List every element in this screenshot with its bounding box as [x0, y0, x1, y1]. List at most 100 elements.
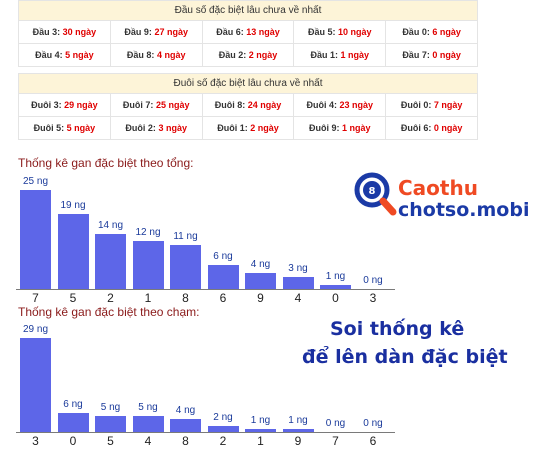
duoi-cell: Đuôi 4: 23 ngày	[293, 93, 387, 117]
duoi-cell: Đuôi 9: 1 ngày	[293, 116, 387, 140]
cell-value: 24 ngày	[247, 100, 282, 110]
duoi-cell: Đuôi 7: 25 ngày	[109, 93, 203, 117]
x-tick-label: 1	[257, 434, 264, 448]
dau-cell: Đầu 3: 30 ngày	[18, 20, 111, 44]
bar-data-label: 11 ng	[173, 231, 198, 242]
chart-bar	[282, 429, 314, 432]
duoi-table: Đuôi số đặc biệt lâu chưa về nhất Đuôi 3…	[18, 73, 478, 140]
table-row: Đầu 4: 5 ngày Đầu 8: 4 ngày Đầu 2: 2 ngà…	[18, 43, 478, 67]
cell-value: 13 ngày	[246, 27, 280, 37]
x-tick-label: 0	[69, 434, 77, 448]
duoi-table-header: Đuôi số đặc biệt lâu chưa về nhất	[18, 73, 478, 94]
cell-label: Đầu 1:	[310, 50, 339, 60]
slogan-line-2: để lên dàn đặc biệt	[302, 346, 508, 368]
chart-bar	[57, 413, 89, 432]
bar-data-label: 0 ng	[363, 275, 383, 286]
x-tick-label: 7	[32, 291, 39, 305]
cell-label: Đuôi 5:	[33, 123, 65, 133]
cell-label: Đầu 8:	[126, 50, 155, 60]
table-row: Đầu 3: 30 ngày Đầu 9: 27 ngày Đầu 6: 13 …	[18, 20, 478, 44]
cell-value: 0 ngày	[433, 123, 463, 133]
chart-bar	[132, 241, 164, 289]
logo-badge: 8	[369, 186, 376, 197]
cell-label: Đuôi 7:	[122, 100, 154, 110]
chart-bar	[207, 265, 239, 289]
bar-data-label: 14 ng	[97, 220, 124, 231]
bar-data-label: 4 ng	[175, 405, 196, 416]
bar-data-label: 4 ng	[250, 259, 271, 270]
dau-cell: Đầu 9: 27 ngày	[109, 20, 203, 44]
bar-data-label: 6 ng	[213, 251, 233, 262]
chart-title-cham: Thống kê gan đặc biệt theo chạm:	[18, 305, 200, 319]
bar-data-label: 0 ng	[325, 418, 346, 429]
x-tick-label: 8	[182, 434, 189, 448]
chart-bar	[245, 429, 276, 432]
cell-value: 29 ngày	[64, 100, 98, 110]
logo-text-top: Caothu	[398, 176, 478, 200]
cell-label: Đuôi 8:	[214, 100, 246, 110]
dau-cell: Đầu 1: 1 ngày	[293, 43, 387, 67]
duoi-cell: Đuôi 5: 5 ngày	[18, 116, 111, 140]
duoi-cell: Đuôi 3: 29 ngày	[18, 93, 111, 117]
duoi-cell: Đuôi 1: 2 ngày	[201, 116, 295, 140]
cell-value: 1 ngày	[340, 50, 370, 60]
cell-value: 23 ngày	[339, 100, 374, 110]
cell-value: 7 ngày	[433, 100, 463, 110]
duoi-cell: Đuôi 2: 3 ngày	[109, 116, 203, 140]
cell-value: 30 ngày	[62, 27, 97, 37]
logo-text-bottom: chotso.mobi	[398, 199, 529, 221]
bar-data-label: 1 ng	[288, 415, 308, 426]
cell-label: Đuôi 0:	[400, 100, 432, 110]
table-row: Đuôi 5: 5 ngày Đuôi 2: 3 ngày Đuôi 1: 2 …	[18, 116, 478, 140]
cell-label: Đầu 2:	[218, 50, 247, 60]
x-tick-label: 3	[32, 434, 39, 448]
dau-cell: Đầu 7: 0 ngày	[385, 43, 478, 67]
chart-bar	[132, 416, 164, 432]
dau-cell: Đầu 6: 13 ngày	[201, 20, 295, 44]
table-row: Đuôi 3: 29 ngày Đuôi 7: 25 ngày Đuôi 8: …	[18, 93, 478, 117]
cell-value: 0 ngày	[432, 50, 461, 60]
cell-label: Đuôi 3:	[31, 100, 62, 110]
bar-data-label: 5 ng	[138, 402, 158, 413]
caothu-logo: 8 Caothu chotso.mobi	[352, 168, 552, 230]
x-tick-label: 4	[144, 434, 152, 448]
bar-data-label: 19 ng	[60, 200, 86, 211]
x-tick-label: 6	[219, 291, 227, 305]
cell-value: 1 ngày	[342, 123, 371, 133]
bar-data-label: 3 ng	[288, 263, 308, 274]
cell-label: Đuôi 4:	[306, 100, 338, 110]
dau-cell: Đầu 0: 6 ngày	[385, 20, 478, 44]
cell-label: Đuôi 1:	[217, 123, 248, 133]
chart-bar	[320, 285, 351, 289]
bar-data-label: 2 ng	[213, 412, 233, 423]
cell-value: 6 ngày	[432, 27, 461, 37]
cell-value: 3 ngày	[158, 123, 187, 133]
x-tick-label: 5	[107, 434, 114, 448]
cell-value: 10 ngày	[338, 27, 372, 37]
x-tick-label: 7	[332, 434, 339, 448]
cell-label: Đuôi 6:	[400, 123, 432, 133]
chart-bar	[95, 234, 126, 289]
chart-bar	[282, 277, 314, 289]
dau-cell: Đầu 4: 5 ngày	[18, 43, 111, 67]
dau-cell: Đầu 2: 2 ngày	[201, 43, 295, 67]
x-tick-label: 6	[369, 434, 377, 448]
chart-bar	[20, 338, 51, 432]
bar-data-label: 1 ng	[325, 271, 346, 282]
x-tick-label: 9	[257, 291, 264, 305]
cell-label: Đầu 3:	[32, 27, 61, 37]
chart-bar	[20, 190, 51, 289]
x-tick-label: 2	[107, 291, 114, 305]
cell-value: 2 ngày	[250, 123, 279, 133]
x-tick-label: 8	[182, 291, 189, 305]
chart-bar	[245, 273, 276, 289]
duoi-cell: Đuôi 8: 24 ngày	[201, 93, 295, 117]
x-tick-label: 5	[69, 291, 77, 305]
chart-bar	[170, 419, 201, 432]
cell-value: 4 ngày	[156, 50, 186, 60]
slogan-line-1: Soi thống kê	[330, 318, 465, 340]
cell-value: 2 ngày	[248, 50, 278, 60]
chart-bar	[95, 416, 126, 432]
magnifier-icon: 8 Caothu chotso.mobi	[354, 172, 529, 221]
cell-value: 5 ngày	[65, 50, 94, 60]
